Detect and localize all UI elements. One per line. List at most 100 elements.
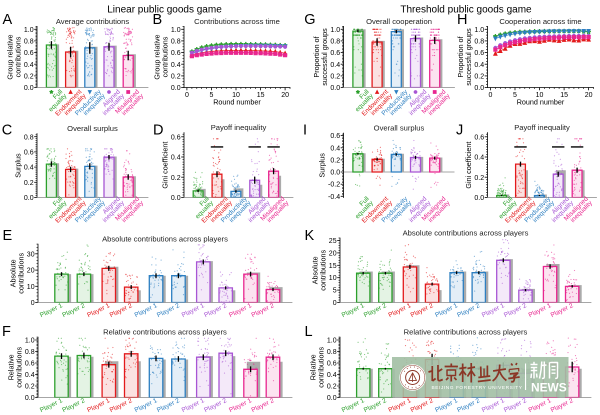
svg-text:0.8: 0.8 [24, 39, 34, 46]
svg-text:Round number: Round number [213, 98, 261, 107]
svg-text:I: I [303, 122, 307, 138]
svg-text:Payoff inequality: Payoff inequality [211, 123, 267, 132]
svg-text:contributions: contributions [316, 347, 325, 388]
svg-text:D: D [153, 122, 163, 138]
svg-text:Absolute contributions across: Absolute contributions across players [403, 229, 529, 238]
svg-text:0.4: 0.4 [171, 155, 181, 162]
svg-text:contributions: contributions [160, 36, 169, 77]
svg-text:1.0: 1.0 [330, 27, 340, 34]
svg-text:C: C [2, 122, 12, 138]
svg-text:0: 0 [185, 92, 189, 99]
svg-text:0.8: 0.8 [24, 134, 34, 141]
svg-text:0.2: 0.2 [330, 157, 340, 164]
svg-text:Average contributions: Average contributions [56, 17, 130, 26]
svg-text:Surplus: Surplus [318, 153, 327, 178]
svg-text:K: K [305, 228, 315, 244]
svg-text:E: E [3, 228, 13, 244]
svg-text:0.6: 0.6 [474, 50, 484, 57]
svg-text:G: G [304, 12, 315, 28]
svg-text:15: 15 [329, 263, 337, 270]
svg-text:1.0: 1.0 [474, 27, 484, 34]
svg-text:-0.2: -0.2 [328, 182, 340, 189]
svg-text:10: 10 [329, 275, 337, 282]
svg-text:0.0: 0.0 [327, 395, 337, 402]
svg-text:15: 15 [257, 92, 265, 99]
svg-text:Relative contributions across: Relative contributions across players [404, 328, 528, 337]
svg-text:Gini coefficient: Gini coefficient [464, 142, 473, 189]
svg-text:0.4: 0.4 [474, 62, 484, 69]
svg-text:0.0: 0.0 [25, 395, 35, 402]
svg-text:0.6: 0.6 [330, 133, 340, 140]
svg-text:30: 30 [27, 251, 35, 258]
svg-text:Contributions across time: Contributions across time [194, 17, 280, 26]
svg-text:Overall surplus: Overall surplus [67, 124, 118, 133]
svg-text:contributions: contributions [16, 253, 25, 294]
svg-text:contributions: contributions [14, 347, 23, 388]
svg-text:Absolute contributions across: Absolute contributions across players [102, 235, 228, 244]
svg-text:BEIJING FORESTRY UNIVERSITY: BEIJING FORESTRY UNIVERSITY [432, 385, 523, 391]
svg-text:0.2: 0.2 [474, 175, 484, 182]
svg-text:contributions: contributions [13, 36, 22, 77]
svg-text:1.0: 1.0 [171, 27, 181, 34]
svg-text:0.2: 0.2 [330, 73, 340, 80]
svg-text:Absolute: Absolute [311, 256, 320, 284]
svg-text:0.0: 0.0 [24, 195, 34, 202]
svg-text:Overall surplus: Overall surplus [374, 124, 425, 133]
svg-text:0.8: 0.8 [330, 39, 340, 46]
svg-text:0.0: 0.0 [171, 195, 181, 202]
svg-text:0.0: 0.0 [171, 85, 181, 92]
svg-text:contributions: contributions [318, 250, 327, 291]
svg-text:0.2: 0.2 [171, 73, 181, 80]
svg-text:Proportion of: Proportion of [312, 36, 321, 77]
svg-text:20: 20 [329, 250, 337, 257]
svg-text:B: B [153, 12, 163, 28]
svg-text:0.0: 0.0 [24, 85, 34, 92]
svg-text:-0.4: -0.4 [328, 194, 340, 201]
svg-text:0.0: 0.0 [474, 195, 484, 202]
svg-text:0.0: 0.0 [474, 85, 484, 92]
svg-text:5: 5 [210, 92, 214, 99]
svg-text:0.2: 0.2 [25, 384, 35, 391]
svg-text:0.4: 0.4 [24, 62, 34, 69]
svg-text:Group relative: Group relative [153, 34, 162, 79]
svg-text:10: 10 [27, 284, 35, 291]
svg-text:0.8: 0.8 [25, 349, 35, 356]
svg-text:0.6: 0.6 [25, 361, 35, 368]
svg-text:10: 10 [232, 92, 240, 99]
svg-text:5: 5 [513, 92, 517, 99]
svg-text:Linear public goods game: Linear public goods game [107, 5, 222, 16]
svg-text:Relative contributions across: Relative contributions across players [103, 328, 227, 337]
svg-text:0.4: 0.4 [25, 372, 35, 379]
svg-text:5: 5 [333, 288, 337, 295]
svg-text:Gini coefficient: Gini coefficient [160, 142, 169, 189]
svg-text:Overall cooperation: Overall cooperation [366, 17, 432, 26]
svg-text:A: A [3, 12, 13, 28]
svg-text:0.6: 0.6 [24, 50, 34, 57]
svg-text:0.4: 0.4 [330, 145, 340, 152]
svg-text:0.2: 0.2 [24, 73, 34, 80]
svg-text:0.0: 0.0 [330, 170, 340, 177]
svg-text:0: 0 [333, 300, 337, 307]
svg-text:0.8: 0.8 [327, 349, 337, 356]
svg-text:0.2: 0.2 [327, 384, 337, 391]
svg-text:0.6: 0.6 [474, 134, 484, 141]
svg-text:0.4: 0.4 [474, 155, 484, 162]
svg-text:Cooperation across time: Cooperation across time [499, 17, 581, 26]
svg-text:0.2: 0.2 [474, 73, 484, 80]
svg-text:Surplus: Surplus [13, 153, 22, 178]
svg-text:0.8: 0.8 [171, 39, 181, 46]
svg-text:0.4: 0.4 [330, 62, 340, 69]
svg-text:25: 25 [329, 238, 337, 245]
svg-text:0.2: 0.2 [24, 180, 34, 187]
svg-text:successful groups: successful groups [320, 28, 329, 86]
svg-text:0.4: 0.4 [327, 372, 337, 379]
svg-text:0.6: 0.6 [330, 50, 340, 57]
svg-text:J: J [456, 122, 463, 138]
svg-text:L: L [305, 324, 313, 340]
svg-text:20: 20 [585, 92, 593, 99]
svg-text:Relative: Relative [309, 354, 318, 380]
svg-text:F: F [2, 324, 11, 340]
svg-text:15: 15 [560, 92, 568, 99]
svg-text:NEWS: NEWS [531, 381, 567, 395]
svg-text:0.4: 0.4 [171, 62, 181, 69]
